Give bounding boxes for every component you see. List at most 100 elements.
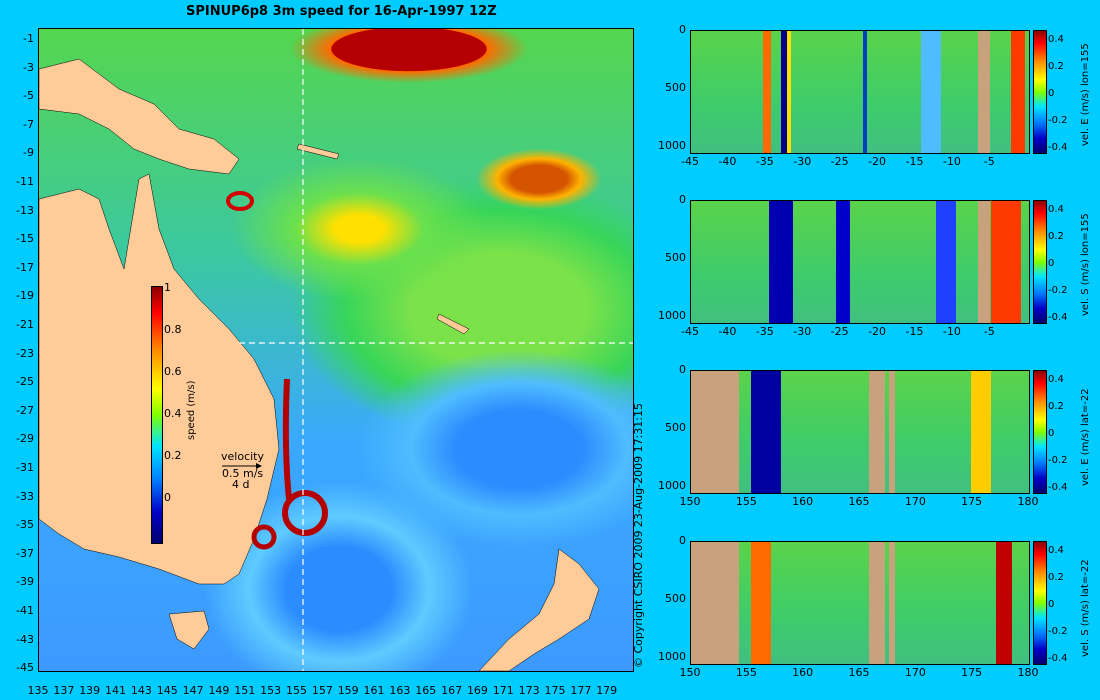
map-x-tick: 177 [570, 684, 592, 697]
panel-x-tick: -5 [983, 155, 995, 168]
map-y-tick: -7 [23, 117, 34, 131]
panel-colorbar-tick: 0 [1048, 258, 1055, 269]
velocity-key-title: velocity [221, 450, 264, 463]
panel-colorbar-tick: 0.4 [1048, 374, 1064, 385]
map-x-tick: 153 [260, 684, 282, 697]
map-y-tick: -27 [16, 403, 34, 417]
panel-x-tick: -20 [868, 155, 887, 168]
panel-x-tick: -40 [718, 325, 737, 338]
section-feature [751, 371, 781, 493]
land-new-caledonia [436, 313, 470, 335]
section-panel [690, 541, 1030, 665]
section-feature [691, 542, 739, 664]
section-feature [787, 31, 791, 153]
eddy-ring-3 [226, 191, 254, 211]
map-y-tick: -39 [16, 575, 34, 589]
panel-x-tick: -25 [830, 155, 849, 168]
figure-title: SPINUP6p8 3m speed for 16-Apr-1997 12Z [186, 4, 497, 19]
panel-y-tick: 0 [679, 23, 686, 36]
panel-colorbar-tick: 0.2 [1048, 61, 1064, 72]
speed-colorbar-tick: 1 [164, 281, 171, 294]
panel-colorbar-label: vel. S (m/s) lat=-22 [1080, 559, 1091, 657]
section-feature [781, 31, 787, 153]
speed-colorbar-tick: 0.6 [164, 365, 182, 378]
panel-colorbar-tick: -0.2 [1048, 115, 1068, 126]
panel-x-tick: -30 [793, 155, 812, 168]
section-panel [690, 370, 1030, 494]
map-x-tick: 147 [182, 684, 204, 697]
map-x-tick: 163 [389, 684, 411, 697]
section-feature [978, 201, 990, 323]
panel-colorbar-label: vel. E (m/s) lon=155 [1080, 43, 1091, 146]
panel-y-tick: 500 [665, 592, 686, 605]
map-y-tick: -33 [16, 489, 34, 503]
section-feature [869, 542, 885, 664]
panel-y-tick: 0 [679, 534, 686, 547]
panel-colorbar-tick: 0.2 [1048, 231, 1064, 242]
panel-x-tick: 180 [1017, 666, 1039, 679]
map-y-tick: -3 [23, 60, 34, 74]
panel-colorbar-tick: -0.4 [1048, 482, 1068, 493]
panel-x-tick: -25 [830, 325, 849, 338]
panel-colorbar-tick: -0.2 [1048, 455, 1068, 466]
velocity-arrow-icon [222, 463, 262, 469]
map-y-tick: -5 [23, 89, 34, 103]
section-panel [690, 30, 1030, 154]
map-y-tick: -29 [16, 432, 34, 446]
section-feature [751, 542, 771, 664]
eddy-ring-2 [251, 524, 277, 550]
panel-y-tick: 1000 [658, 479, 686, 492]
section-feature [691, 371, 739, 493]
section-feature [889, 542, 895, 664]
map-x-tick: 149 [208, 684, 230, 697]
map-x-tick: 151 [234, 684, 256, 697]
section-feature [763, 31, 771, 153]
map-y-tick: -1 [23, 32, 34, 45]
section-feature [863, 31, 867, 153]
panel-colorbar-tick: -0.4 [1048, 312, 1068, 323]
eddy-ring-1 [282, 490, 328, 536]
panel-x-tick: 160 [792, 495, 814, 508]
panel-x-tick: 165 [848, 666, 870, 679]
section-feature [996, 542, 1012, 664]
land-new-zealand [478, 548, 600, 671]
velocity-key-speed: 0.5 m/s [222, 467, 264, 480]
map-y-tick: -41 [16, 604, 34, 617]
panel-x-tick: 150 [679, 666, 701, 679]
map-x-tick: 175 [544, 684, 566, 697]
map-x-tick: 171 [492, 684, 514, 697]
map-x-tick: 155 [286, 684, 307, 697]
panel-x-tick: -5 [983, 325, 995, 338]
section-feature [769, 201, 793, 323]
map-x-tick: 157 [311, 684, 333, 697]
map-y-tick: -31 [16, 461, 34, 474]
panel-y-tick: 1000 [658, 650, 686, 663]
map-y-tick: -19 [16, 289, 34, 303]
panel-x-tick: -10 [942, 325, 961, 338]
map-y-tick: -45 [16, 661, 34, 675]
map-y-tick: -43 [16, 632, 34, 646]
section-feature [889, 371, 895, 493]
panel-colorbar-label: vel. S (m/s) lon=155 [1080, 213, 1091, 316]
speed-colorbar [151, 286, 163, 544]
panel-colorbar-tick: -0.2 [1048, 285, 1068, 296]
panel-colorbar-tick: 0.4 [1048, 34, 1064, 45]
map-x-tick: 167 [441, 684, 463, 697]
panel-colorbar-tick: -0.4 [1048, 142, 1068, 153]
map-y-tick: -15 [16, 232, 34, 246]
section-feature [836, 201, 850, 323]
copyright-text: © Copyright CSIRO 2009 23-Aug-2009 17:31… [632, 402, 645, 668]
panel-colorbar-tick: 0 [1048, 88, 1055, 99]
panel-x-tick: -15 [905, 155, 924, 168]
panel-colorbar-tick: 0.2 [1048, 572, 1064, 583]
panel-x-tick: 180 [1017, 495, 1039, 508]
map-overlay [39, 29, 633, 671]
panel-x-tick: -20 [868, 325, 887, 338]
map-x-tick: 161 [363, 684, 385, 697]
panel-x-tick: 175 [961, 495, 983, 508]
speed-colorbar-label: speed (m/s) [186, 380, 197, 440]
map-x-tick: 143 [130, 684, 152, 697]
speed-colorbar-tick: 0 [164, 491, 171, 504]
panel-x-tick: 165 [848, 495, 870, 508]
panel-x-tick: -45 [681, 325, 699, 338]
